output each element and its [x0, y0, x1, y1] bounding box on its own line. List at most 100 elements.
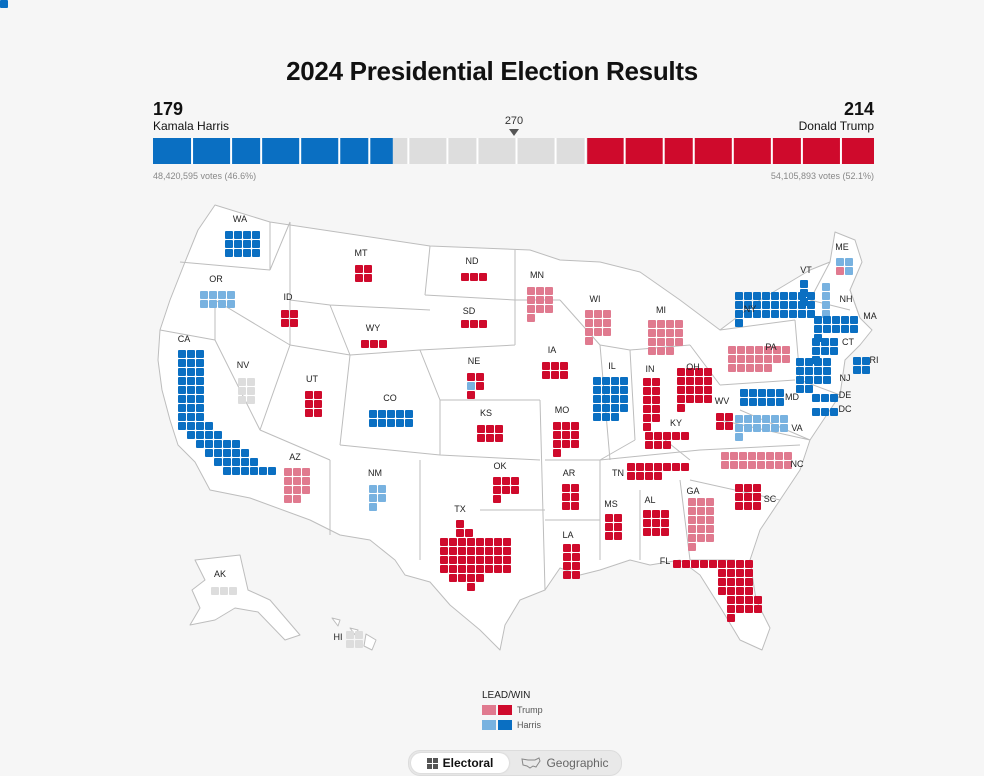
state-ca[interactable] [0, 0, 276, 475]
state-md[interactable] [740, 389, 784, 406]
electoral-vote-tile [476, 547, 484, 555]
electoral-vote-tile [241, 449, 249, 457]
electoral-vote-tile [822, 292, 830, 300]
electoral-vote-tile [250, 467, 258, 475]
state-az[interactable] [284, 468, 310, 503]
electoral-vote-tile [476, 565, 484, 573]
state-oh[interactable] [677, 368, 712, 412]
state-ky[interactable] [645, 432, 689, 449]
electoral-vote-tile [614, 532, 622, 540]
legend: LEAD/WIN Trump Harris [482, 690, 543, 731]
state-ma[interactable] [814, 316, 858, 342]
state-tx[interactable] [440, 520, 511, 591]
electoral-vote-tile [686, 386, 694, 394]
electoral-vote-tile [782, 346, 790, 354]
state-wi[interactable] [585, 310, 611, 345]
state-me[interactable] [836, 258, 853, 275]
state-mo[interactable] [553, 422, 579, 457]
electoral-vote-tile [205, 440, 213, 448]
electoral-vote-tile [753, 493, 761, 501]
geographic-view-button[interactable]: Geographic [513, 753, 617, 773]
electoral-vote-tile [562, 440, 570, 448]
state-or[interactable] [200, 291, 235, 308]
state-dc[interactable] [812, 408, 838, 416]
electoral-vote-tile [822, 283, 830, 291]
state-id[interactable] [281, 310, 298, 327]
electoral-vote-tile [387, 419, 395, 427]
state-va[interactable] [735, 415, 788, 441]
state-label-wi: WI [590, 294, 601, 304]
electoral-vote-tile [196, 359, 204, 367]
electoral-vote-tile [823, 358, 831, 366]
state-al[interactable] [643, 510, 669, 536]
state-label-ks: KS [480, 408, 492, 418]
state-fl[interactable] [673, 560, 762, 622]
state-co[interactable] [369, 410, 413, 427]
state-ia[interactable] [542, 362, 568, 379]
state-mt[interactable] [355, 265, 372, 282]
electoral-vote-tile [585, 328, 593, 336]
state-vt[interactable] [800, 280, 808, 306]
state-la[interactable] [563, 544, 580, 579]
electoral-vote-tile [753, 310, 761, 318]
electoral-vote-tile [796, 358, 804, 366]
electoral-vote-tile [560, 371, 568, 379]
electoral-vote-tile [764, 364, 772, 372]
state-pa[interactable] [728, 346, 790, 372]
state-sc[interactable] [735, 484, 761, 510]
electoral-vote-tile [611, 413, 619, 421]
state-wv[interactable] [716, 413, 733, 430]
state-ri[interactable] [853, 357, 870, 374]
alaska-outline [189, 554, 301, 641]
state-de[interactable] [812, 394, 838, 402]
electoral-vote-tile [652, 405, 660, 413]
state-ny[interactable] [735, 292, 815, 327]
electoral-vote-tile [293, 486, 301, 494]
state-label-ca: CA [178, 334, 191, 344]
electoral-vote-tile [293, 495, 301, 503]
electoral-vote-tile [502, 486, 510, 494]
state-ok[interactable] [493, 477, 519, 503]
state-ga[interactable] [688, 498, 714, 551]
electoral-vote-tile [845, 258, 853, 266]
electoral-vote-tile [748, 461, 756, 469]
electoral-vote-tile [281, 310, 289, 318]
electoral-vote-tile [572, 562, 580, 570]
electoral-vote-tile [611, 395, 619, 403]
state-ne[interactable] [467, 373, 484, 399]
state-ar[interactable] [562, 484, 579, 510]
state-mi[interactable] [648, 320, 683, 355]
state-il[interactable] [593, 377, 628, 421]
electoral-vote-tile [461, 273, 469, 281]
state-tn[interactable] [627, 463, 689, 480]
state-nc[interactable] [721, 452, 792, 469]
state-ut[interactable] [305, 391, 322, 417]
state-hi[interactable] [346, 631, 363, 648]
electoral-vote-tile [776, 398, 784, 406]
electoral-vote-tile [314, 400, 322, 408]
state-wy[interactable] [361, 340, 387, 348]
electoral-vote-tile [486, 434, 494, 442]
state-ms[interactable] [605, 514, 622, 540]
electoral-vote-tile [823, 367, 831, 375]
electoral-vote-tile [645, 441, 653, 449]
state-in[interactable] [643, 378, 660, 431]
electoral-vote-tile [695, 368, 703, 376]
state-label-dc: DC [839, 404, 852, 414]
state-mn[interactable] [527, 287, 553, 322]
state-ak[interactable] [211, 587, 237, 595]
state-sd[interactable] [461, 320, 487, 328]
electoral-vote-tile [807, 292, 815, 300]
electoral-vote-tile [812, 347, 820, 355]
state-nd[interactable] [461, 273, 487, 281]
state-ks[interactable] [477, 425, 503, 442]
state-nj[interactable] [796, 358, 831, 393]
electoral-view-button[interactable]: Electoral [411, 753, 509, 773]
state-wa[interactable] [225, 231, 260, 257]
electoral-vote-tile [465, 529, 473, 537]
electoral-vote-tile [461, 320, 469, 328]
state-nm[interactable] [369, 485, 386, 511]
trump-popular-vote: 54,105,893 votes (52.1%) [770, 171, 874, 181]
state-nv[interactable] [238, 378, 255, 404]
electoral-vote-tile [563, 571, 571, 579]
